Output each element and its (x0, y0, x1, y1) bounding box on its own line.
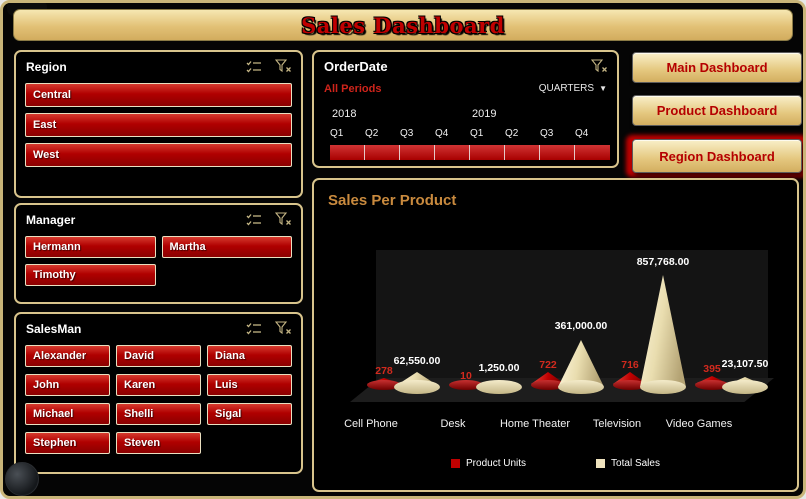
clear-filter-icon[interactable] (273, 58, 293, 75)
product-dashboard-button[interactable]: Product Dashboard (632, 95, 802, 126)
slicer-item-karen[interactable]: Karen (116, 374, 201, 396)
slicer-manager-header: Manager (16, 205, 301, 230)
cone-base (449, 380, 483, 390)
quarter-label[interactable]: Q4 (435, 128, 449, 139)
slicer-item-alexander[interactable]: Alexander (25, 345, 110, 367)
data-label-product-units: 722 (539, 359, 557, 371)
cone-base (394, 380, 440, 394)
clear-filter-icon[interactable] (273, 211, 293, 228)
logo-circle (5, 462, 39, 496)
slicer-item-central[interactable]: Central (25, 83, 292, 107)
cone-base (722, 380, 768, 394)
timeline-quarter-labels: Q1 Q2 Q3 Q4 Q1 Q2 Q3 Q4 (330, 128, 610, 139)
cone-base (640, 380, 686, 394)
region-dashboard-button[interactable]: Region Dashboard (632, 139, 802, 173)
multiselect-icon[interactable] (244, 58, 264, 75)
axis-label-desk: Desk (440, 418, 466, 430)
axis-label-videogames: Video Games (665, 418, 733, 430)
main-dashboard-button[interactable]: Main Dashboard (632, 52, 802, 83)
slicer-item-michael[interactable]: Michael (25, 403, 110, 425)
slicer-item-east[interactable]: East (25, 113, 292, 137)
slicer-salesman-title: SalesMan (26, 321, 82, 336)
slicer-item-west[interactable]: West (25, 143, 292, 167)
slicer-salesman-header: SalesMan (16, 314, 301, 339)
timeline-year-2018: 2018 (332, 108, 357, 120)
quarter-label[interactable]: Q1 (330, 128, 344, 139)
data-label-total-sales: 1,250.00 (478, 362, 520, 374)
cone-base (476, 380, 522, 394)
legend-label-total-sales: Total Sales (611, 458, 660, 469)
slicer-manager: Manager Hermann Martha Timothy (14, 203, 303, 304)
page-title: Sales Dashboard (301, 12, 505, 38)
timeline-bar-segment[interactable] (505, 145, 540, 160)
cone-base (367, 380, 401, 390)
timeline-bar-segment[interactable] (470, 145, 505, 160)
data-label-product-units: 716 (621, 359, 639, 371)
chart-panel: Sales Per Product 62,550.00 1,250.00 361… (312, 178, 799, 492)
slicer-item-sigal[interactable]: Sigal (207, 403, 292, 425)
quarter-label[interactable]: Q1 (470, 128, 484, 139)
slicer-item-timothy[interactable]: Timothy (25, 264, 156, 286)
slicer-region-header: Region (16, 52, 301, 77)
slicer-manager-title: Manager (26, 212, 76, 227)
slicer-region: Region Central East West (14, 50, 303, 198)
timeline-bar-segment[interactable] (435, 145, 470, 160)
axis-label-television: Television (592, 418, 642, 430)
timeline-bar-segment[interactable] (365, 145, 400, 160)
quarter-label[interactable]: Q2 (505, 128, 519, 139)
data-label-product-units: 10 (460, 370, 472, 382)
chart-legend: Product Units Total Sales (314, 458, 797, 469)
cone-base (613, 380, 647, 390)
quarter-label[interactable]: Q2 (365, 128, 379, 139)
slicer-item-shelli[interactable]: Shelli (116, 403, 201, 425)
timeline-bar-segment[interactable] (575, 145, 610, 160)
timeline-bar-segment[interactable] (540, 145, 575, 160)
slicer-item-steven[interactable]: Steven (116, 432, 201, 454)
title-banner: Sales Dashboard (13, 9, 793, 41)
slicer-region-title: Region (26, 59, 67, 74)
chevron-down-icon: ▼ (599, 84, 607, 93)
axis-label-hometheater: Home Theater (499, 418, 571, 430)
clear-filter-icon[interactable] (589, 58, 609, 75)
timeline-selection-bar[interactable] (330, 145, 610, 160)
multiselect-icon[interactable] (244, 320, 264, 337)
multiselect-icon[interactable] (244, 211, 264, 228)
timeline-granularity-value: QUARTERS (538, 83, 595, 94)
data-label-total-sales: 857,768.00 (636, 256, 690, 268)
quarter-label[interactable]: Q4 (575, 128, 589, 139)
data-label-total-sales: 62,550.00 (393, 355, 441, 367)
legend-label-product-units: Product Units (466, 458, 527, 469)
slicer-item-stephen[interactable]: Stephen (25, 432, 110, 454)
timeline-bar-segment[interactable] (400, 145, 435, 160)
data-label-product-units: 278 (375, 365, 393, 377)
legend-swatch-total-sales (596, 459, 606, 468)
axis-label-cellphone: Cell Phone (344, 418, 398, 430)
quarter-label[interactable]: Q3 (400, 128, 414, 139)
slicer-item-hermann[interactable]: Hermann (25, 236, 156, 258)
timeline-period-label: All Periods (324, 83, 382, 95)
timeline-bar-segment[interactable] (330, 145, 365, 160)
slicer-item-diana[interactable]: Diana (207, 345, 292, 367)
chart-title: Sales Per Product (328, 192, 457, 209)
cone-base (558, 380, 604, 394)
timeline-granularity-dropdown[interactable]: QUARTERS ▼ (539, 83, 607, 94)
clear-filter-icon[interactable] (273, 320, 293, 337)
slicer-item-john[interactable]: John (25, 374, 110, 396)
cone-base (531, 380, 565, 390)
data-label-total-sales: 23,107.50 (721, 358, 769, 370)
slicer-item-martha[interactable]: Martha (161, 236, 292, 258)
quarter-label[interactable]: Q3 (540, 128, 554, 139)
slicer-item-david[interactable]: David (116, 345, 201, 367)
timeline-title: OrderDate (324, 59, 388, 74)
cone-base (695, 380, 729, 390)
slicer-item-luis[interactable]: Luis (207, 374, 292, 396)
legend-swatch-product-units (451, 459, 461, 468)
timeline-year-2019: 2019 (472, 108, 497, 120)
data-label-product-units: 395 (703, 363, 721, 375)
slicer-salesman: SalesMan Alexander David Diana John Kare… (14, 312, 303, 474)
timeline-orderdate: OrderDate All Periods QUARTERS ▼ 2018 20… (312, 50, 619, 168)
data-label-total-sales: 361,000.00 (554, 320, 608, 332)
